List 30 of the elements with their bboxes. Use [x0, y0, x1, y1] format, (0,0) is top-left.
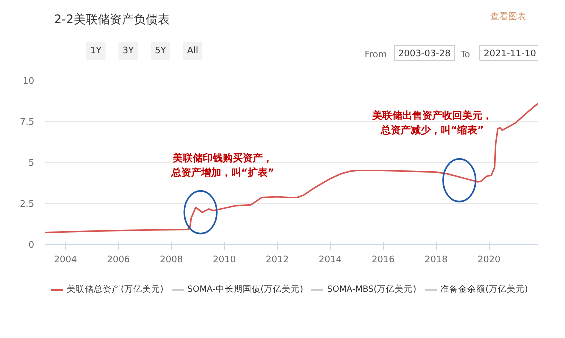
y-tick-label: 0	[28, 241, 35, 251]
annotation: 美联储出售资产收回美元，总资产减少，叫“缩表”	[372, 110, 493, 136]
legend-label: 美联储总资产(万亿美元)	[67, 284, 164, 296]
text: All	[187, 46, 199, 56]
x-tick-label: 2016	[372, 256, 396, 266]
y-tick-label: 2.5	[20, 200, 35, 210]
text: To	[460, 50, 471, 60]
x-tick-label: 2018	[424, 256, 448, 266]
legend-label: 准备金余额(万亿美元)	[440, 284, 528, 296]
y-tick-label: 7.5	[20, 118, 35, 128]
y-tick-label: 5	[28, 159, 35, 169]
text: 2003-03-28	[398, 50, 452, 60]
x-tick-label: 2014	[319, 256, 342, 266]
text: 2021-11-10	[484, 50, 537, 60]
x-tick-label: 2006	[107, 256, 130, 266]
chart-title: 2-2美联储资产负债表	[54, 12, 170, 26]
annotation: 美联储印钱购买资产，总资产增加，叫“扩表”	[170, 152, 275, 179]
legend-label: SOMA-MBS(万亿美元)	[327, 284, 417, 296]
text: 查看图表	[490, 12, 526, 22]
x-tick-label: 2012	[266, 256, 289, 266]
legend-label: SOMA-中长期国债(万亿美元)	[188, 284, 304, 296]
y-tick-label: 10	[23, 77, 35, 87]
text: From	[364, 50, 388, 60]
x-tick-label: 2004	[54, 256, 78, 266]
x-tick-label: 2020	[478, 256, 502, 266]
x-tick-label: 2008	[160, 256, 184, 266]
text: 3Y	[122, 46, 135, 56]
text: 1Y	[90, 46, 102, 56]
x-tick-label: 2010	[213, 256, 236, 266]
text: 5Y	[155, 46, 167, 56]
